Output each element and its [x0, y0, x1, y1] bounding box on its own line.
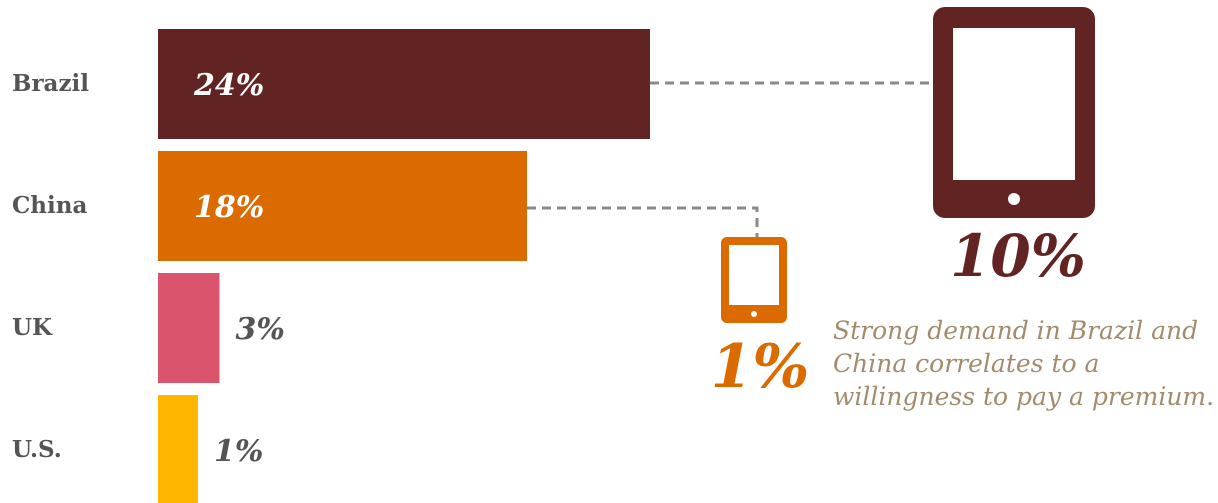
callout-value-large: 10%	[950, 222, 1086, 290]
value-label-brazil: 24%	[193, 68, 264, 103]
bar-brazil	[158, 29, 650, 139]
connector-line-china	[527, 206, 759, 240]
category-label-brazil: Brazil	[12, 70, 89, 97]
tablet-large-icon	[933, 7, 1095, 218]
value-label-china: 18%	[194, 190, 264, 225]
bar-us	[158, 395, 198, 503]
tablet-small-icon	[721, 237, 787, 323]
bar-china	[158, 151, 527, 261]
annotation-text: Strong demand in Brazil and China correl…	[833, 316, 1215, 411]
value-label-us: 1%	[214, 434, 263, 469]
callout-value-small: 1%	[711, 332, 810, 402]
category-label-uk: UK	[12, 314, 53, 341]
category-label-china: China	[12, 192, 87, 219]
bar-uk	[158, 273, 220, 383]
category-label-us: U.S.	[12, 436, 62, 463]
value-label-uk: 3%	[236, 312, 285, 347]
bar-group: Brazil 24% China 18% UK 3% U.S. 1%	[12, 29, 650, 503]
